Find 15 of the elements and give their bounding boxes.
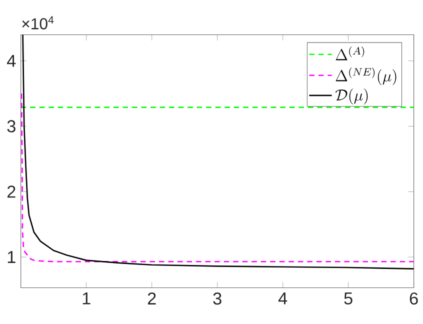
y-tick-label: 2 xyxy=(7,186,16,198)
line-series xyxy=(22,34,414,270)
legend-label: $\Delta^{(NE)}(\mu)$ xyxy=(336,68,396,86)
x-tick-label: 2 xyxy=(148,292,156,305)
y-tick-label: 1 xyxy=(8,251,16,264)
legend-label: $\Delta^{(A)}$ xyxy=(336,46,364,60)
x-tick-label: 5 xyxy=(344,292,352,305)
y-tick-label: 3 xyxy=(7,120,16,133)
y-tick-label: 4 xyxy=(7,55,16,68)
x-tick-label: 3 xyxy=(213,292,222,305)
x-tick-label: 1 xyxy=(82,292,90,305)
text: ×10$^{4}$ xyxy=(22,16,54,30)
x-tick-label: 6 xyxy=(410,292,418,305)
legend-label: $\mathcal{D}(\mu)$ xyxy=(335,88,368,105)
x-tick-label: 4 xyxy=(278,292,288,305)
